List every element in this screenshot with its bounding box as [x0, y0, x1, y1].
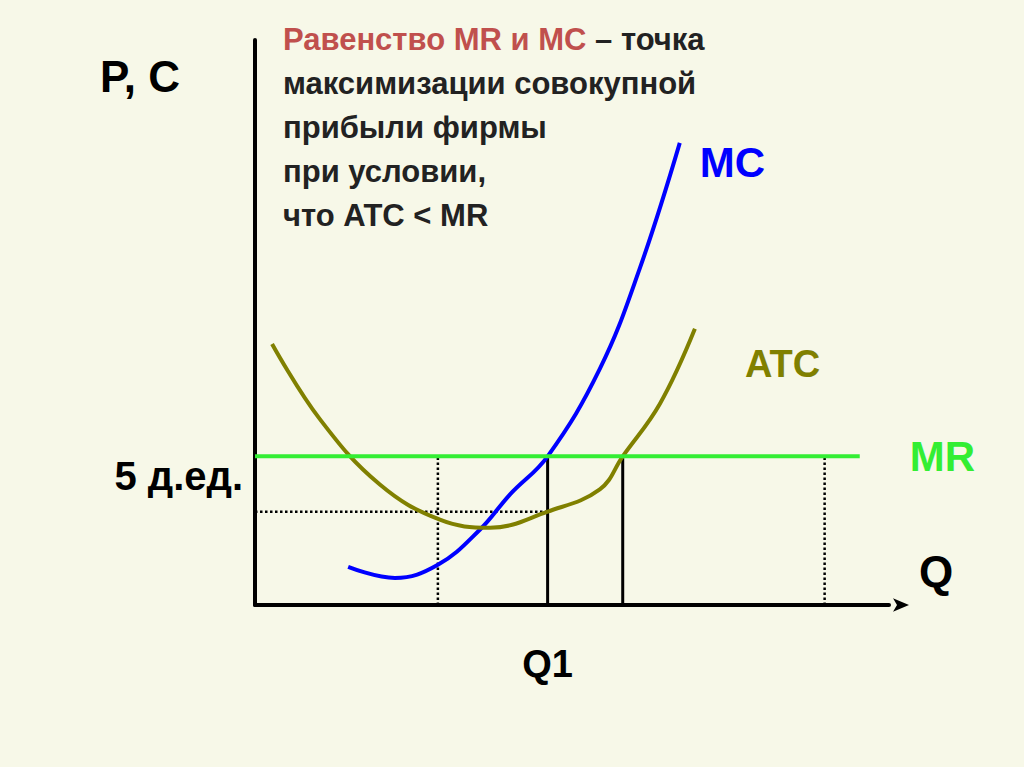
svg-text:MC: MC — [700, 139, 765, 186]
svg-text:MR: MR — [910, 433, 975, 480]
svg-text:Q: Q — [919, 547, 953, 596]
svg-text:P, C: P, C — [100, 52, 180, 101]
svg-text:при условии,: при условии, — [283, 154, 486, 189]
svg-text:Q1: Q1 — [522, 643, 573, 685]
svg-text:ATC: ATC — [745, 343, 820, 385]
svg-text:что ATC < MR: что ATC < MR — [283, 198, 488, 233]
svg-text:5 д.ед.: 5 д.ед. — [114, 454, 243, 498]
svg-text:прибыли фирмы: прибыли фирмы — [283, 110, 547, 145]
svg-text:– точка: – точка — [586, 22, 705, 57]
svg-text:Равенство MR и MC: Равенство MR и MC — [283, 22, 586, 57]
svg-text:максимизации совокупной: максимизации совокупной — [283, 66, 696, 101]
